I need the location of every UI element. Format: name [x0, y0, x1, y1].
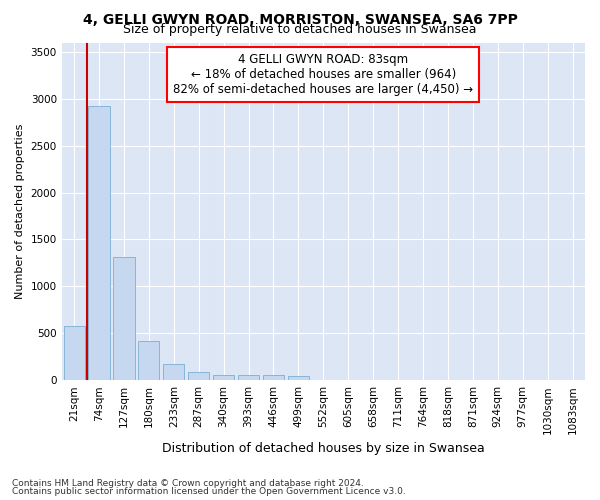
Bar	[138, 342, 160, 380]
Bar	[288, 376, 309, 380]
Bar	[64, 326, 85, 380]
Text: 4 GELLI GWYN ROAD: 83sqm
← 18% of detached houses are smaller (964)
82% of semi-: 4 GELLI GWYN ROAD: 83sqm ← 18% of detach…	[173, 52, 473, 96]
X-axis label: Distribution of detached houses by size in Swansea: Distribution of detached houses by size …	[162, 442, 485, 455]
Y-axis label: Number of detached properties: Number of detached properties	[15, 124, 25, 299]
Text: Contains HM Land Registry data © Crown copyright and database right 2024.: Contains HM Land Registry data © Crown c…	[12, 478, 364, 488]
Text: Contains public sector information licensed under the Open Government Licence v3: Contains public sector information licen…	[12, 487, 406, 496]
Bar	[163, 364, 184, 380]
Bar	[188, 372, 209, 380]
Text: 4, GELLI GWYN ROAD, MORRISTON, SWANSEA, SA6 7PP: 4, GELLI GWYN ROAD, MORRISTON, SWANSEA, …	[83, 12, 517, 26]
Text: Size of property relative to detached houses in Swansea: Size of property relative to detached ho…	[123, 22, 477, 36]
Bar	[213, 375, 234, 380]
Bar	[238, 375, 259, 380]
Bar	[113, 257, 134, 380]
Bar	[88, 106, 110, 380]
Bar	[263, 376, 284, 380]
